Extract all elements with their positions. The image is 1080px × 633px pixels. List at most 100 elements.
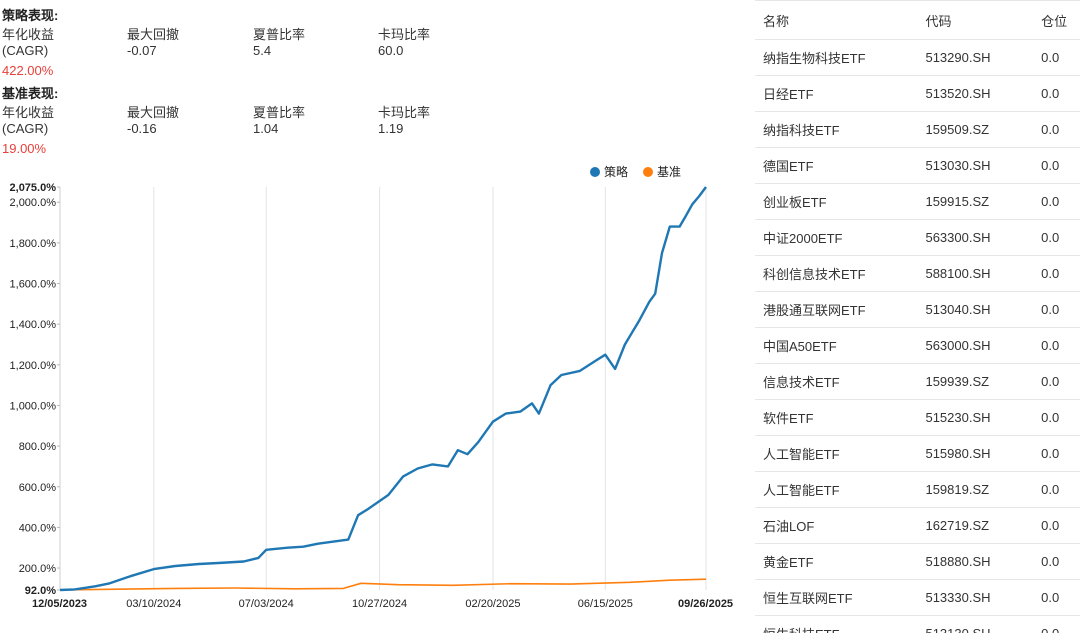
holdings-table-panel: 名称 代码 仓位 纳指生物科技ETF 513290.SH 0.0 日经ETF 51352… [755,0,1080,633]
holding-code: 515980.SH [917,435,1034,472]
benchmark-cagr-label-sub: (CAGR) [2,121,49,136]
holding-name: 软件ETF [755,399,918,436]
y-tick-label: 800.0% [19,441,57,453]
benchmark-cagr-value: 19.00% [2,141,47,156]
holding-name: 恒生科技ETF [755,615,918,633]
header-code[interactable]: 代码 [917,0,1034,40]
benchmark-sharpe-label: 夏普比率 [253,105,306,120]
holding-code: 515230.SH [917,399,1034,436]
benchmark-drawdown-value: -0.16 [127,121,157,136]
strategy-cagr-label: 年化收益 [2,27,55,42]
holding-code: 513290.SH [917,39,1034,76]
legend-label-benchmark: 基准 [657,165,681,179]
holding-position: 0.0 [1033,183,1080,220]
y-tick-label: 400.0% [19,522,57,534]
x-tick-label: 02/20/2025 [465,598,520,610]
holding-name: 人工智能ETF [755,471,918,508]
benchmark-title: 基准表现: [2,86,59,101]
holdings-table: 名称 代码 仓位 纳指生物科技ETF 513290.SH 0.0 日经ETF 51352… [755,0,1080,633]
chart-canvas: 92.0% 200.0% 400.0% 600.0% 800.0% 1,000.0% 1,2… [10,164,734,610]
table-row[interactable]: 信息技术ETF 159939.SZ 0.0 [755,363,1080,400]
benchmark-calmar-value: 1.19 [378,121,404,136]
benchmark-sharpe-value: 1.04 [253,121,279,136]
holding-position: 0.0 [1033,219,1080,256]
y-tick-label: 2,000.0% [10,197,57,209]
holding-code: 513130.SH [917,615,1034,633]
holding-position: 0.0 [1033,363,1080,400]
table-row[interactable]: 科创信息技术ETF 588100.SH 0.0 [755,255,1080,292]
table-row[interactable]: 软件ETF 515230.SH 0.0 [755,399,1080,436]
x-tick-label: 09/26/2025 [678,598,733,610]
x-tick-label: 06/15/2025 [578,598,633,610]
holding-name: 科创信息技术ETF [755,255,918,292]
table-row[interactable]: 创业板ETF 159915.SZ 0.0 [755,183,1080,220]
holding-position: 0.0 [1033,39,1080,76]
table-row[interactable]: 德国ETF 513030.SH 0.0 [755,147,1080,184]
holding-code: 159915.SZ [917,183,1034,220]
y-tick-label: 200.0% [19,563,57,575]
strategy-drawdown-label: 最大回撤 [127,27,180,42]
table-row[interactable]: 恒生互联网ETF 513330.SH 0.0 [755,579,1080,616]
strategy-cagr-label-sub: (CAGR) [2,43,49,58]
y-tick-label: 1,200.0% [10,360,57,372]
header-name[interactable]: 名称 [755,0,918,40]
holding-position: 0.0 [1033,75,1080,112]
holding-name: 黄金ETF [755,543,918,580]
y-tick-label: 1,800.0% [10,238,57,250]
holding-position: 0.0 [1033,435,1080,472]
holding-position: 0.0 [1033,255,1080,292]
holding-name: 创业板ETF [755,183,918,220]
holding-name: 石油LOF [755,507,918,544]
holding-position: 0.0 [1033,507,1080,544]
holding-position: 0.0 [1033,579,1080,616]
x-tick-label: 07/03/2024 [239,598,294,610]
holdings-header-row: 名称 代码 仓位 [755,0,1080,40]
holding-code: 513330.SH [917,579,1034,616]
holding-code: 159939.SZ [917,363,1034,400]
holding-code: 513040.SH [917,291,1034,328]
table-row[interactable]: 纳指科技ETF 159509.SZ 0.0 [755,111,1080,148]
holding-position: 0.0 [1033,543,1080,580]
holding-name: 人工智能ETF [755,435,918,472]
holding-position: 0.0 [1033,615,1080,633]
strategy-drawdown-value: -0.07 [127,43,157,58]
strategy-title: 策略表现: [2,8,59,23]
table-row[interactable]: 中国A50ETF 563000.SH 0.0 [755,327,1080,364]
header-position[interactable]: 仓位 [1033,0,1080,40]
x-tick-label: 10/27/2024 [352,598,407,610]
strategy-sharpe-value: 5.4 [253,43,272,58]
table-row[interactable]: 纳指生物科技ETF 513290.SH 0.0 [755,39,1080,76]
holding-name: 中国A50ETF [755,327,918,364]
benchmark-drawdown-label: 最大回撤 [127,105,180,120]
legend-marker-strategy [590,167,600,177]
holding-code: 159509.SZ [917,111,1034,148]
holding-name: 港股通互联网ETF [755,291,918,328]
holding-position: 0.0 [1033,399,1080,436]
holding-name: 日经ETF [755,75,918,112]
strategy-calmar-value: 60.0 [378,43,404,58]
holding-name: 中证2000ETF [755,219,918,256]
legend-marker-benchmark [643,167,653,177]
table-row[interactable]: 中证2000ETF 563300.SH 0.0 [755,219,1080,256]
holding-position: 0.0 [1033,147,1080,184]
holding-name: 德国ETF [755,147,918,184]
table-row[interactable]: 石油LOF 162719.SZ 0.0 [755,507,1080,544]
table-row[interactable]: 港股通互联网ETF 513040.SH 0.0 [755,291,1080,328]
benchmark-calmar-label: 卡玛比率 [378,105,431,120]
holding-code: 162719.SZ [917,507,1034,544]
table-row[interactable]: 人工智能ETF 515980.SH 0.0 [755,435,1080,472]
holding-position: 0.0 [1033,291,1080,328]
table-row[interactable]: 人工智能ETF 159819.SZ 0.0 [755,471,1080,508]
y-tick-label: 1,400.0% [10,319,57,331]
holding-code: 159819.SZ [917,471,1034,508]
holdings-body: 纳指生物科技ETF 513290.SH 0.0 日经ETF 513520.SH 0.0 纳指… [755,39,1080,633]
table-row[interactable]: 恒生科技ETF513130.SH0.0 [755,615,1080,633]
holding-code: 588100.SH [917,255,1034,292]
holding-position: 0.0 [1033,327,1080,364]
y-tick-label: 92.0% [25,585,56,597]
table-row[interactable]: 黄金ETF 518880.SH 0.0 [755,543,1080,580]
y-tick-label: 600.0% [19,482,57,494]
table-row[interactable]: 日经ETF 513520.SH 0.0 [755,75,1080,112]
y-tick-label: 1,000.0% [10,400,57,412]
holding-name: 纳指生物科技ETF [755,39,918,76]
